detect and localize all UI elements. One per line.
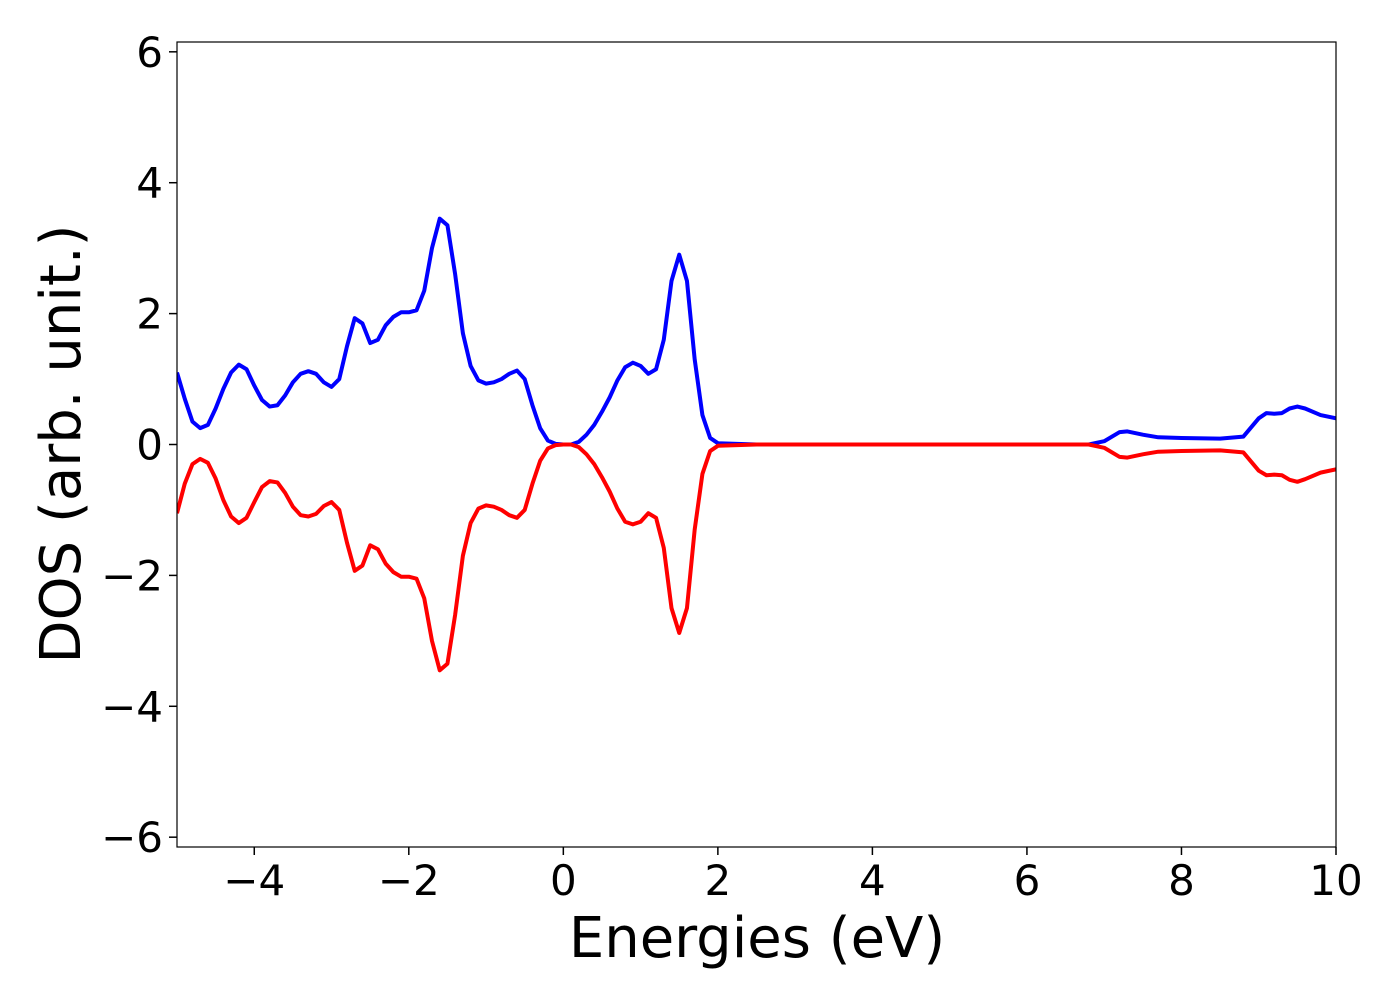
series-line [177,442,1336,673]
x-axis-label: Energies (eV) [569,906,945,971]
y-tick-label: −4 [101,682,163,731]
x-tick-label: 0 [550,856,577,905]
y-tick-label: −2 [101,551,163,600]
series-line [177,216,1336,447]
y-tick-label: 0 [136,421,163,470]
x-tick-label: 8 [1168,856,1195,905]
y-tick-label: 2 [136,290,163,339]
y-tick-label: −6 [101,813,163,862]
plot-frame [176,41,1337,848]
x-tick-label: −2 [378,856,440,905]
x-tick-label: 6 [1014,856,1041,905]
y-axis-label: DOS (arb. unit.) [29,224,94,663]
x-tick-label: 10 [1309,856,1362,905]
x-tick-label: 2 [704,856,731,905]
y-tick-label: 4 [136,159,163,208]
y-tick-label: 6 [136,28,163,77]
x-tick-label: −4 [223,856,285,905]
x-tick-label: 4 [859,856,886,905]
